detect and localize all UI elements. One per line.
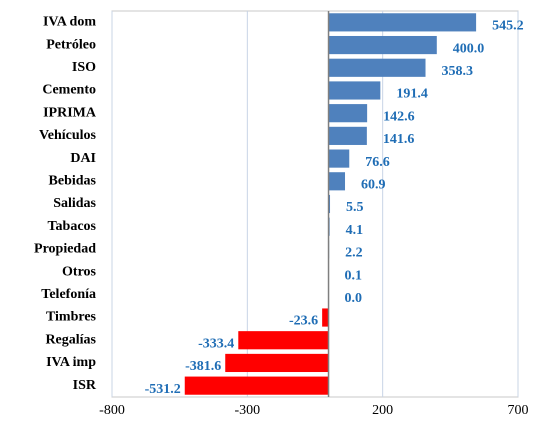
category-label: Otros [62,264,97,279]
value-label: 5.5 [346,200,364,215]
category-label: Propiedad [34,242,96,257]
value-label: 142.6 [383,109,415,124]
value-label: 191.4 [396,87,428,102]
bar [238,331,329,350]
value-label: 0.1 [345,268,363,283]
value-label: 141.6 [383,132,415,147]
category-label: IPRIMA [43,105,97,120]
bar [328,126,367,145]
bar [328,13,477,32]
category-label: DAI [70,151,96,166]
category-label: Petróleo [46,37,96,52]
value-label: -531.2 [145,382,181,397]
category-label: IVA imp [46,355,96,370]
value-label: 0.0 [345,291,363,306]
bar [328,149,350,168]
value-label: -381.6 [185,359,221,374]
x-tick-label: -300 [234,403,260,418]
category-label: Salidas [53,196,96,211]
bar [322,308,329,327]
category-label: ISR [73,378,97,393]
category-label: Vehículos [39,128,97,143]
bar [328,81,381,100]
value-label: 4.1 [346,223,364,238]
value-label: 2.2 [345,246,363,261]
value-label: -23.6 [289,314,318,329]
category-label: Timbres [46,310,97,325]
value-label: -333.4 [198,336,234,351]
value-label: 400.0 [453,41,485,56]
category-label: Regalías [45,332,96,347]
value-label: 358.3 [442,64,474,79]
bar [328,172,346,191]
category-label: Telefonía [41,287,96,302]
category-label: IVA dom [43,15,96,30]
bar [328,104,368,123]
x-tick-label: 700 [508,403,529,418]
value-label: 60.9 [361,178,386,193]
x-tick-label: -800 [99,403,125,418]
bar [184,376,329,395]
value-label: 76.6 [365,155,390,170]
category-label: ISO [72,60,96,75]
bar [328,35,437,55]
x-tick-label: 200 [372,403,393,418]
category-label: Tabacos [47,219,96,234]
category-label: Bebidas [49,174,97,189]
bar [225,353,329,373]
category-label: Cemento [42,83,96,98]
value-label: 545.2 [492,19,524,34]
bar [328,58,426,77]
